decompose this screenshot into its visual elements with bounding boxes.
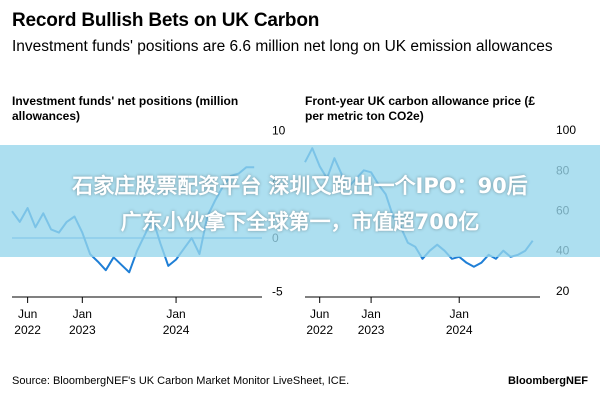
x-tick-label-year-1-1: 2023: [358, 323, 385, 337]
brand-logo: BloombergNEF: [507, 375, 588, 387]
right-panel-title: Front-year UK carbon allowance price (£ …: [305, 94, 536, 123]
chart-title: Record Bullish Bets on UK Carbon: [12, 10, 320, 31]
y-tick-label-0-3: -5: [272, 285, 283, 299]
x-tick-label-month-0-2: Jan: [166, 307, 185, 321]
x-tick-label-month-1-0: Jun: [310, 307, 329, 321]
x-tick-label-year-0-1: 2023: [69, 323, 96, 337]
source-note: Source: BloombergNEF's UK Carbon Market …: [12, 375, 350, 387]
x-tick-label-month-0-0: Jun: [18, 307, 37, 321]
y-tick-label-0-0: 10: [272, 124, 286, 138]
chart-subtitle: Investment funds' positions are 6.6 mill…: [12, 38, 553, 55]
overlay-banner: [0, 145, 600, 257]
x-tick-label-year-0-0: 2022: [14, 323, 41, 337]
left-panel-title: Investment funds' net positions (million…: [12, 94, 239, 123]
x-tick-label-year-1-0: 2022: [306, 323, 333, 337]
banner-text-line-1: 石家庄股票配资平台 深圳又跑出一个IPO：90后: [72, 174, 528, 198]
y-tick-label-1-4: 20: [556, 284, 570, 298]
x-tick-label-year-0-2: 2024: [163, 323, 190, 337]
x-tick-label-month-1-1: Jan: [361, 307, 380, 321]
x-tick-label-year-1-2: 2024: [446, 323, 473, 337]
x-tick-label-month-1-2: Jan: [450, 307, 469, 321]
banner-text-line-2: 广东小伙拿下全球第一，市值超700亿: [120, 210, 480, 234]
y-tick-label-1-0: 100: [556, 123, 576, 137]
x-tick-label-month-0-1: Jan: [73, 307, 92, 321]
